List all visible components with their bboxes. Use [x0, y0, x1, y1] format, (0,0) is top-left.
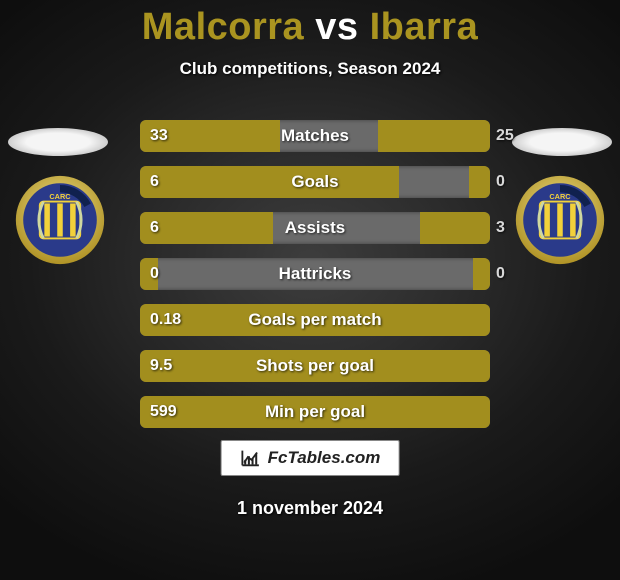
stat-rows-container: 3325Matches 60Goals 63Assists 00Hattricks 0.… — [140, 120, 490, 442]
stat-fill-left — [140, 304, 490, 336]
stat-value-left: 9.5 — [150, 350, 172, 382]
club-crest-left: CARC — [14, 174, 106, 266]
stat-fill-right — [473, 258, 491, 290]
stat-fill-left — [140, 350, 490, 382]
stat-row: 0.18Goals per match — [140, 304, 490, 336]
brand-label: FcTables.com — [268, 448, 381, 468]
stat-value-right: 3 — [496, 212, 546, 244]
chart-icon — [240, 447, 262, 469]
stat-label: Hattricks — [140, 258, 490, 290]
stat-value-left: 0 — [150, 258, 159, 290]
stat-value-left: 6 — [150, 166, 159, 198]
page-title: Malcorra vs Ibarra — [0, 0, 620, 49]
stat-value-right: 25 — [496, 120, 546, 152]
svg-text:CARC: CARC — [49, 192, 71, 201]
title-player-left: Malcorra — [142, 6, 304, 48]
brand-box[interactable]: FcTables.com — [221, 440, 400, 476]
stat-fill-right — [469, 166, 490, 198]
flag-ellipse-left — [8, 128, 108, 156]
stat-fill-left — [140, 166, 399, 198]
title-player-right: Ibarra — [370, 6, 479, 48]
stat-row: 599Min per goal — [140, 396, 490, 428]
stat-value-left: 6 — [150, 212, 159, 244]
stat-row: 60Goals — [140, 166, 490, 198]
stat-fill-right — [420, 212, 490, 244]
stat-value-right: 0 — [496, 258, 546, 290]
stat-row: 9.5Shots per goal — [140, 350, 490, 382]
subtitle: Club competitions, Season 2024 — [0, 59, 620, 79]
title-vs: vs — [315, 6, 358, 48]
stat-row: 00Hattricks — [140, 258, 490, 290]
stat-row: 63Assists — [140, 212, 490, 244]
stat-value-left: 599 — [150, 396, 177, 428]
stat-value-left: 33 — [150, 120, 168, 152]
crest-svg-left: CARC — [14, 174, 106, 266]
stat-value-right: 0 — [496, 166, 546, 198]
stat-fill-left — [140, 396, 490, 428]
stat-value-left: 0.18 — [150, 304, 181, 336]
date-label: 1 november 2024 — [0, 498, 620, 519]
page-root: Malcorra vs Ibarra Club competitions, Se… — [0, 0, 620, 580]
stat-row: 3325Matches — [140, 120, 490, 152]
stat-fill-left — [140, 212, 273, 244]
stat-fill-right — [378, 120, 490, 152]
svg-text:CARC: CARC — [549, 192, 571, 201]
